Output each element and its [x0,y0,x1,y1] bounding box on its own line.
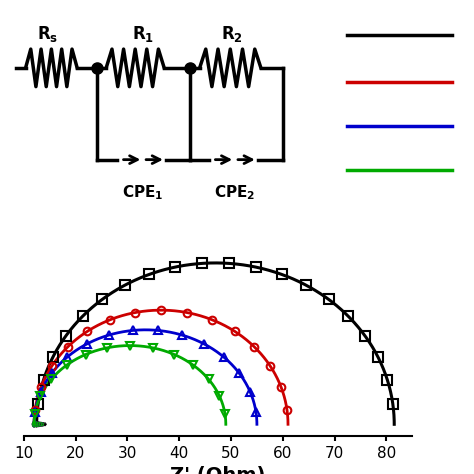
Text: $\mathbf{CPE_1}$: $\mathbf{CPE_1}$ [122,183,164,202]
Text: $\mathbf{CPE_2}$: $\mathbf{CPE_2}$ [214,183,256,202]
Text: $\mathbf{R_s}$: $\mathbf{R_s}$ [37,24,59,44]
X-axis label: Z' (Ohm): Z' (Ohm) [170,466,266,474]
Text: $\mathbf{R_2}$: $\mathbf{R_2}$ [221,24,243,44]
Text: $\mathbf{R_1}$: $\mathbf{R_1}$ [132,24,155,44]
